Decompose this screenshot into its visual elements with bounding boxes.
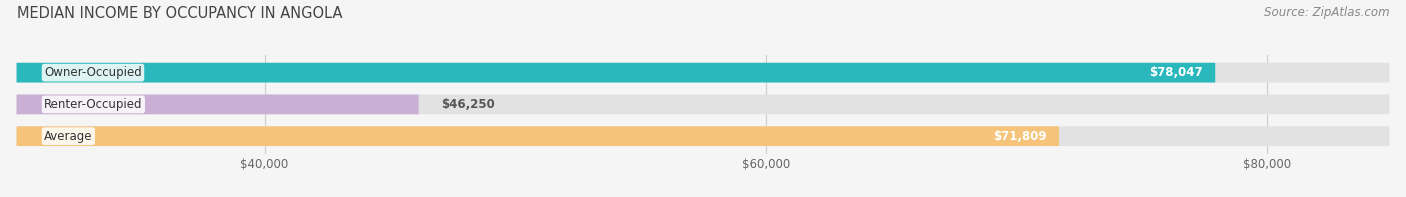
Text: $71,809: $71,809 <box>993 130 1046 143</box>
Text: Source: ZipAtlas.com: Source: ZipAtlas.com <box>1264 6 1389 19</box>
Text: Average: Average <box>44 130 93 143</box>
Text: $78,047: $78,047 <box>1149 66 1202 79</box>
FancyBboxPatch shape <box>17 126 1389 146</box>
Text: MEDIAN INCOME BY OCCUPANCY IN ANGOLA: MEDIAN INCOME BY OCCUPANCY IN ANGOLA <box>17 6 343 21</box>
FancyBboxPatch shape <box>17 95 419 114</box>
Text: Owner-Occupied: Owner-Occupied <box>44 66 142 79</box>
FancyBboxPatch shape <box>17 63 1215 83</box>
Text: $46,250: $46,250 <box>441 98 495 111</box>
FancyBboxPatch shape <box>17 63 1389 83</box>
FancyBboxPatch shape <box>17 95 1389 114</box>
FancyBboxPatch shape <box>17 126 1059 146</box>
Text: Renter-Occupied: Renter-Occupied <box>44 98 142 111</box>
